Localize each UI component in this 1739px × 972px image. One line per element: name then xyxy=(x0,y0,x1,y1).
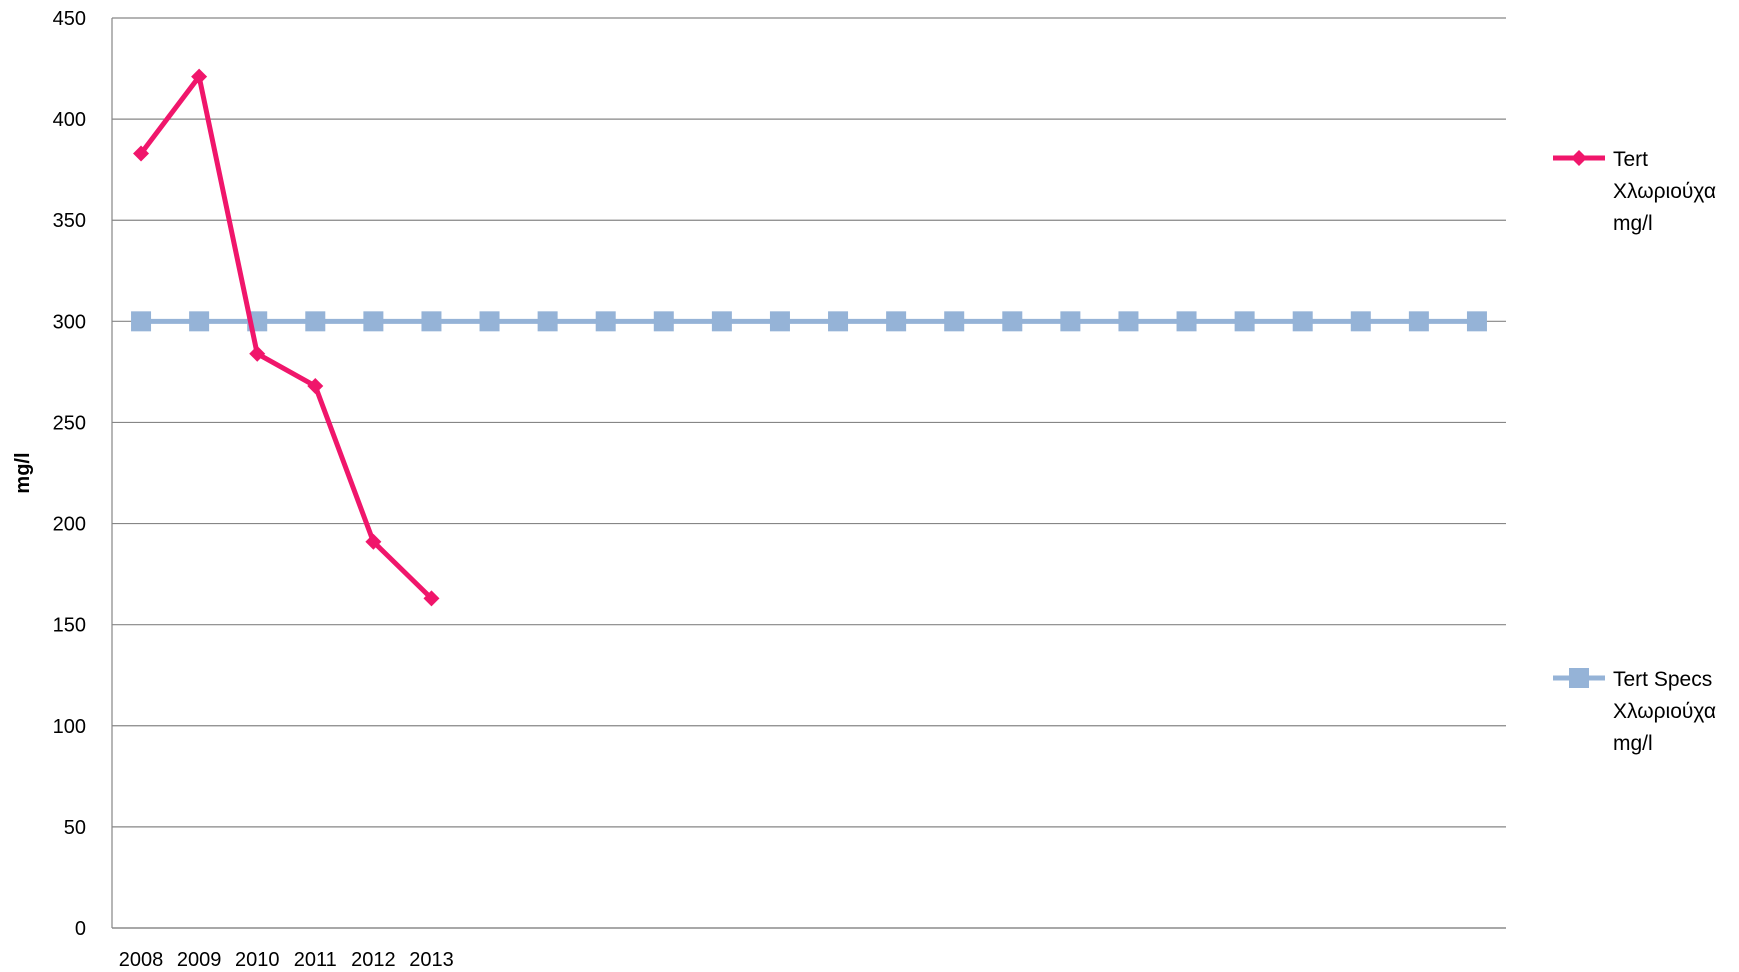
data-point-marker xyxy=(305,311,326,332)
y-tick-label: 450 xyxy=(53,8,86,30)
y-axis-label: mg/l xyxy=(12,452,34,493)
legend-label: Tert Specs xyxy=(1613,668,1712,691)
series-tert xyxy=(133,68,440,607)
x-tick-label: 2013 xyxy=(409,949,454,971)
data-point-marker xyxy=(886,311,907,332)
legend-label: Χλωριούχα xyxy=(1613,700,1716,723)
data-point-marker xyxy=(1176,311,1197,332)
data-point-marker xyxy=(421,311,442,332)
data-point-marker xyxy=(1350,311,1371,332)
y-tick-label: 150 xyxy=(53,615,86,637)
legend-label: mg/l xyxy=(1613,732,1653,755)
legend-label: Χλωριούχα xyxy=(1613,180,1716,203)
y-tick-label: 400 xyxy=(53,109,86,131)
data-point-marker xyxy=(1292,311,1313,332)
legend: Tert Χλωριούχα mg/l Tert Specs Χλωριούχα mg/l xyxy=(1553,148,1716,755)
data-point-marker xyxy=(479,311,500,332)
x-tick-label: 2008 xyxy=(119,949,164,971)
data-point-marker xyxy=(1408,311,1429,332)
data-point-marker xyxy=(307,378,324,395)
legend-marker xyxy=(1571,150,1587,166)
legend-item: Tert Χλωριούχα mg/l xyxy=(1553,148,1716,235)
data-point-marker xyxy=(249,345,266,362)
gridlines xyxy=(112,17,1506,929)
y-tick-label: 350 xyxy=(53,210,86,232)
data-point-marker xyxy=(711,311,732,332)
data-point-marker xyxy=(133,145,150,162)
series-group xyxy=(131,68,1487,607)
series-tert-specs xyxy=(131,311,1487,332)
x-tick-label: 2010 xyxy=(235,949,280,971)
data-point-marker xyxy=(653,311,674,332)
data-point-marker xyxy=(769,311,790,332)
data-point-marker xyxy=(1118,311,1139,332)
y-tick-label: 100 xyxy=(53,716,86,738)
y-tick-label: 0 xyxy=(75,918,86,940)
legend-item: Tert Specs Χλωριούχα mg/l xyxy=(1553,668,1716,755)
data-point-marker xyxy=(189,311,210,332)
y-tick-labels: 0 50 100 150 200 250 300 350 400 450 xyxy=(53,8,86,940)
data-point-marker xyxy=(365,533,382,550)
data-point-marker xyxy=(363,311,384,332)
data-point-marker xyxy=(944,311,965,332)
y-tick-label: 300 xyxy=(53,311,86,333)
data-point-marker xyxy=(828,311,849,332)
data-point-marker xyxy=(1466,311,1487,332)
legend-label: mg/l xyxy=(1613,212,1653,235)
data-point-marker xyxy=(1060,311,1081,332)
data-point-marker xyxy=(595,311,616,332)
data-point-marker xyxy=(1002,311,1023,332)
x-tick-labels: 2008 2009 2010 2011 2012 2013 xyxy=(119,949,454,971)
x-tick-label: 2009 xyxy=(177,949,222,971)
data-point-marker xyxy=(191,68,208,85)
y-tick-label: 50 xyxy=(64,817,86,839)
axes xyxy=(111,18,1506,929)
data-point-marker xyxy=(1234,311,1255,332)
y-tick-label: 200 xyxy=(53,514,86,536)
x-tick-label: 2011 xyxy=(294,949,337,971)
legend-label: Tert xyxy=(1613,148,1648,171)
y-tick-label: 250 xyxy=(53,412,86,434)
data-point-marker xyxy=(423,590,440,607)
x-tick-label: 2012 xyxy=(351,949,396,971)
data-point-marker xyxy=(131,311,152,332)
data-point-marker xyxy=(537,311,558,332)
legend-marker xyxy=(1569,668,1589,688)
series-line xyxy=(139,74,434,601)
